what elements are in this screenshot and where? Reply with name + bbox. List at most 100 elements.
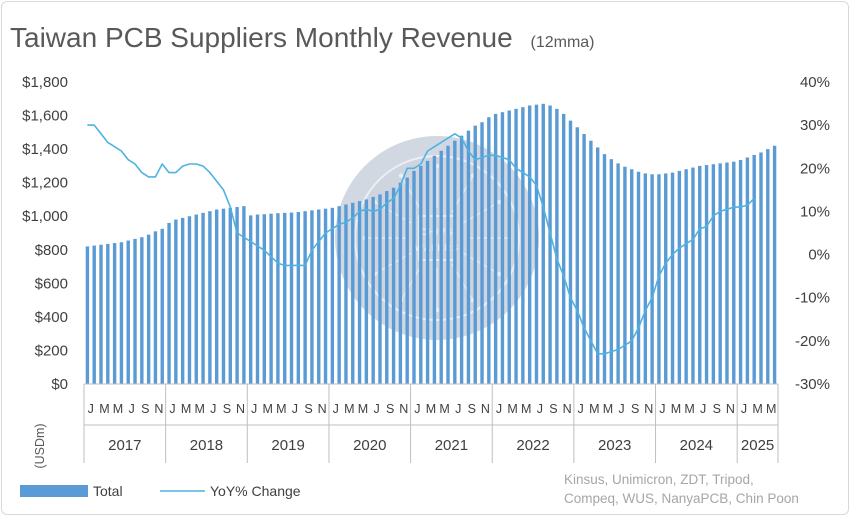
bar (92, 245, 96, 384)
bar (194, 214, 198, 384)
chart-subtitle: (12mma) (530, 34, 594, 51)
x-month-label: S (631, 402, 639, 416)
year-label: 2025 (741, 437, 774, 454)
bar (126, 240, 130, 384)
axes: $0 $200 $400 $600 $800 $1,000 $1,200 $1,400 $1,6… (22, 74, 830, 469)
bar (725, 162, 729, 384)
bar (146, 234, 151, 384)
bar (507, 110, 511, 385)
x-month-label: J (537, 402, 543, 416)
x-month-label: M (521, 402, 531, 416)
year-label: 2017 (108, 437, 141, 454)
bar (119, 242, 124, 384)
year-label: 2022 (516, 437, 549, 454)
bar (446, 145, 450, 384)
year-label: 2020 (353, 437, 386, 454)
bar (337, 206, 341, 384)
x-month-label: J (210, 402, 216, 416)
x-month-label: J (700, 402, 706, 416)
y-tick-label: $0 (51, 376, 68, 393)
bar (541, 103, 545, 385)
bar (140, 237, 144, 384)
bar (296, 212, 301, 384)
bar (289, 212, 294, 384)
bar (582, 134, 586, 384)
legend-label-total: Total (93, 483, 123, 499)
x-month-label: S (386, 402, 394, 416)
bar (575, 127, 579, 385)
bar (650, 174, 654, 384)
x-month-label: M (194, 402, 204, 416)
bar (453, 140, 457, 384)
bar (276, 213, 280, 384)
x-month-label: J (333, 402, 339, 416)
bar (670, 172, 675, 384)
watermark-circuit-trace (401, 177, 423, 213)
bar (405, 177, 409, 384)
bar (772, 145, 777, 384)
bar (548, 105, 552, 384)
year-label: 2018 (190, 437, 223, 454)
bar-series-total (85, 103, 777, 385)
line-series-yoy (87, 124, 755, 355)
bar (561, 113, 566, 384)
bar (378, 194, 382, 384)
bar (201, 212, 205, 384)
year-label: 2024 (680, 437, 713, 454)
x-month-label: J (129, 402, 135, 416)
source-line-1: Kinsus, Unimicron, ZDT, Tripod, (564, 472, 754, 487)
y-tick-label: $200 (35, 342, 68, 359)
bar (745, 157, 750, 384)
x-month-label: N (318, 402, 327, 416)
bar (459, 135, 464, 384)
y-tick-label: $1,600 (22, 108, 68, 125)
bar (269, 213, 273, 384)
bar (180, 217, 185, 384)
x-month-label: S (141, 402, 149, 416)
x-month-label: M (589, 402, 599, 416)
bar (691, 167, 695, 384)
bar (595, 147, 600, 384)
y2-tick-label: 0% (808, 247, 830, 264)
bar (657, 174, 661, 384)
bar (221, 208, 226, 384)
y-tick-label: $1,000 (22, 208, 68, 225)
x-month-label: S (223, 402, 231, 416)
bar (242, 206, 246, 384)
bar (228, 207, 232, 384)
legend-swatch-bar (20, 485, 88, 497)
bar (704, 165, 709, 384)
bar (664, 173, 668, 384)
legend-label-yoy: YoY% Change (210, 483, 301, 499)
y-tick-label: $400 (35, 309, 68, 326)
bar (248, 215, 253, 384)
bar (752, 154, 756, 384)
y-tick-label: $1,200 (22, 175, 68, 192)
bar (432, 155, 437, 384)
bar (419, 165, 423, 384)
bar (589, 140, 593, 384)
bar (85, 246, 90, 384)
bar (303, 211, 307, 384)
bar (255, 214, 260, 384)
bar (500, 112, 505, 384)
y2-tick-label: 20% (800, 160, 830, 177)
x-month-label: N (236, 402, 245, 416)
y2-tick-label: 30% (800, 117, 830, 134)
bar (214, 209, 219, 384)
x-month-label: J (496, 402, 502, 416)
watermark-circuit-node (398, 173, 404, 178)
bar (487, 117, 491, 384)
yoy-line (87, 124, 755, 355)
bar (521, 107, 525, 385)
bar (262, 214, 267, 384)
bar (310, 210, 314, 384)
x-month-label: J (414, 402, 420, 416)
x-month-label: M (358, 402, 368, 416)
watermark-circuit-trace (401, 263, 423, 299)
bar (153, 231, 158, 384)
bar (371, 196, 375, 384)
bar (684, 169, 688, 384)
bar (167, 222, 171, 384)
